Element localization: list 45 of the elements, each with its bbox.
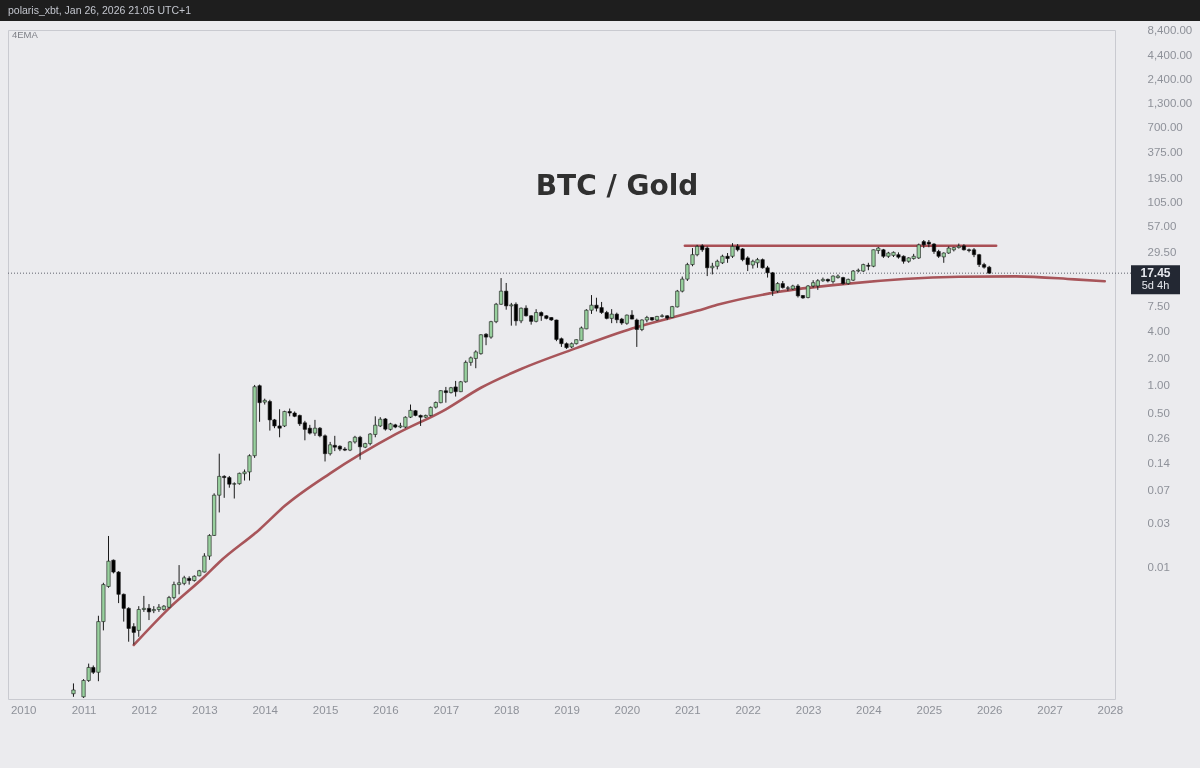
x-tick-label: 2024 [856,703,883,716]
x-tick-label: 2021 [675,703,701,716]
x-tick-label: 2015 [312,703,339,716]
text: 5d 4h [1141,279,1170,292]
text: BTC / Gold [535,169,699,202]
y-tick-label: 0.14 [1147,456,1171,469]
x-tick-label: 2013 [192,703,218,716]
y-tick-label: 2,400.00 [1147,72,1193,85]
x-tick-label: 2011 [71,703,97,716]
x-tick-label: 2012 [131,703,158,716]
y-tick-label: 0.01 [1147,560,1170,573]
y-tick-label: 57.00 [1147,220,1177,233]
y-tick-label: 0.26 [1147,432,1170,445]
y-tick-label: 0.50 [1147,406,1170,419]
y-tick-label: 4,400.00 [1147,48,1193,61]
x-tick-label: 2014 [252,703,279,716]
x-tick-label: 2028 [1097,703,1124,716]
y-tick-label: 0.03 [1147,517,1170,530]
x-tick-label: 2018 [493,703,520,716]
y-tick-label: 4.00 [1147,324,1170,337]
x-tick-label: 2026 [976,703,1003,716]
y-tick-label: 700.00 [1147,121,1183,134]
x-tick-label: 2022 [735,703,761,716]
y-tick-label: 1,300.00 [1147,96,1193,109]
x-tick-label: 2025 [916,703,943,716]
line-series [132,275,1107,647]
x-tick-label: 2010 [10,703,37,716]
text: polaris_xbt, Jan 26, 2026 21:05 UTC+1 [8,3,192,16]
y-tick-label: 2.00 [1147,351,1170,364]
annotation: 4EMA [12,29,39,40]
x-tick-label: 2023 [795,703,822,716]
y-tick-label: 8,400.00 [1147,23,1193,36]
x-tick-label: 2027 [1037,703,1063,716]
x-tick-label: 2019 [554,703,580,716]
x-tick-label: 2017 [433,703,460,716]
ref-line-label: 17.45 [1140,266,1171,281]
x-tick-label: 2016 [373,703,399,716]
y-tick-label: 1.00 [1147,379,1170,392]
y-tick-label: 7.50 [1147,299,1170,312]
y-tick-label: 195.00 [1147,171,1183,184]
y-tick-label: 375.00 [1147,145,1183,158]
y-tick-label: 0.07 [1147,483,1170,496]
y-tick-label: 105.00 [1147,196,1183,209]
x-tick-label: 2020 [614,703,641,716]
y-tick-label: 29.50 [1147,245,1177,258]
